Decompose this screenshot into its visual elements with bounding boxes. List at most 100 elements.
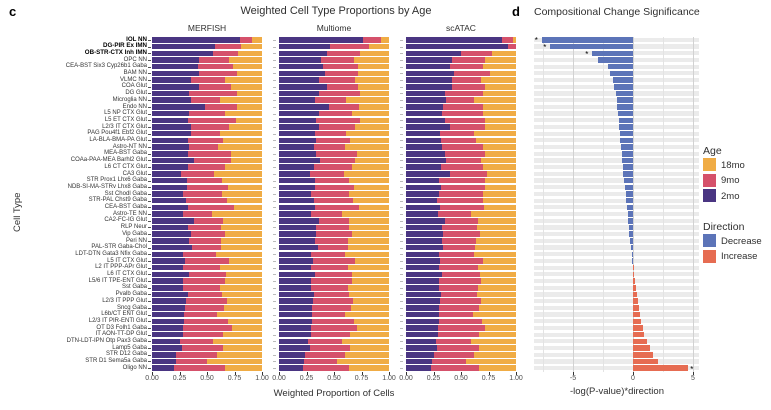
bar-segment-18mo bbox=[231, 151, 262, 157]
cell-type-label: OB-STR-CTX Inh IMN bbox=[84, 48, 147, 56]
bar-segment-9mo bbox=[318, 110, 352, 117]
bar-segment-2mo bbox=[279, 151, 317, 157]
y-axis-tick bbox=[148, 361, 151, 363]
stacked-bar bbox=[406, 318, 516, 324]
facet-y-tick bbox=[273, 281, 276, 283]
bar-segment-2mo bbox=[406, 130, 441, 137]
facet-y-tick bbox=[400, 147, 403, 149]
bar-segment-18mo bbox=[369, 43, 389, 50]
stacked-bar bbox=[406, 285, 516, 291]
bar-segment-2mo bbox=[279, 251, 311, 257]
bar-segment-2mo bbox=[152, 157, 194, 164]
stacked-bar bbox=[406, 37, 516, 43]
major-gridline bbox=[633, 36, 634, 372]
significance-bar bbox=[633, 318, 641, 324]
bar-segment-2mo bbox=[279, 224, 317, 231]
significance-bar bbox=[633, 305, 639, 311]
bar-segment-2mo bbox=[152, 144, 190, 150]
stacked-bar bbox=[406, 278, 516, 284]
bar-segment-9mo bbox=[185, 305, 224, 311]
bar-segment-18mo bbox=[241, 43, 262, 50]
facet-y-tick bbox=[273, 180, 276, 182]
facet-y-tick bbox=[273, 227, 276, 229]
bar-segment-18mo bbox=[348, 238, 389, 244]
legend-label-9mo: 9mo bbox=[721, 175, 740, 186]
bar-segment-18mo bbox=[346, 97, 389, 103]
y-axis-tick bbox=[148, 113, 151, 115]
cell-type-label: STR D1 Sema5a Gaba bbox=[85, 358, 147, 365]
facet-y-tick bbox=[273, 153, 276, 155]
stacked-bar bbox=[279, 204, 389, 211]
bar-segment-9mo bbox=[182, 278, 225, 284]
row-stripe bbox=[534, 252, 699, 257]
stacked-bar bbox=[406, 110, 516, 117]
cell-type-label: Endo NN bbox=[122, 103, 147, 110]
cell-type-label: Pvalb Gaba bbox=[115, 291, 147, 298]
y-axis-tick bbox=[148, 334, 151, 336]
bar-segment-2mo bbox=[279, 177, 316, 184]
bar-segment-9mo bbox=[439, 311, 474, 318]
stacked-bar bbox=[279, 104, 389, 110]
bar-segment-2mo bbox=[279, 197, 315, 204]
bar-segment-9mo bbox=[439, 318, 482, 324]
stacked-bar bbox=[279, 325, 389, 331]
bar-segment-18mo bbox=[357, 151, 389, 157]
cell-type-label: L5 IT CTX Glut bbox=[107, 257, 147, 264]
bar-segment-18mo bbox=[481, 318, 516, 324]
y-axis-tick bbox=[148, 140, 151, 142]
bar-segment-18mo bbox=[346, 130, 389, 137]
bar-segment-9mo bbox=[452, 57, 486, 63]
stacked-bar bbox=[279, 358, 389, 365]
x-tick-label: 0.75 bbox=[354, 375, 369, 382]
facet-y-tick bbox=[273, 294, 276, 296]
row-stripe bbox=[534, 104, 699, 109]
stacked-bar bbox=[152, 70, 262, 77]
bar-segment-18mo bbox=[224, 110, 262, 117]
bar-segment-2mo bbox=[152, 358, 177, 365]
cell-type-label: VLMC NN bbox=[119, 76, 147, 83]
bar-segment-9mo bbox=[437, 211, 471, 217]
y-axis-tick bbox=[148, 187, 151, 189]
bar-segment-18mo bbox=[477, 218, 516, 224]
stacked-bar bbox=[279, 298, 389, 304]
bar-segment-18mo bbox=[349, 218, 389, 224]
stacked-bar bbox=[406, 291, 516, 298]
stacked-bar bbox=[279, 258, 389, 264]
bar-segment-18mo bbox=[482, 110, 516, 117]
y-axis-tick bbox=[148, 147, 151, 149]
significance-bar bbox=[633, 352, 654, 358]
stacked-bar bbox=[152, 251, 262, 257]
cell-type-label: Oligo NN bbox=[122, 364, 147, 371]
row-stripe bbox=[534, 278, 699, 284]
facet-y-tick bbox=[273, 187, 276, 189]
stacked-bar bbox=[406, 338, 516, 345]
stacked-bar bbox=[406, 258, 516, 264]
bar-segment-2mo bbox=[406, 43, 509, 50]
stacked-bar bbox=[152, 184, 262, 190]
bar-segment-9mo bbox=[327, 84, 359, 90]
significance-bar bbox=[623, 171, 633, 177]
bar-segment-2mo bbox=[406, 325, 438, 331]
bar-segment-2mo bbox=[406, 90, 445, 97]
bar-segment-9mo bbox=[445, 157, 481, 164]
bar-segment-9mo bbox=[179, 338, 213, 345]
bar-segment-9mo bbox=[431, 365, 479, 371]
y-axis-tick bbox=[148, 348, 151, 350]
facet-y-tick bbox=[400, 361, 403, 363]
bar-segment-2mo bbox=[152, 117, 189, 123]
bar-segment-18mo bbox=[348, 244, 389, 251]
bar-segment-9mo bbox=[187, 184, 228, 190]
bar-segment-9mo bbox=[181, 345, 224, 351]
stacked-bar bbox=[406, 305, 516, 311]
bar-segment-18mo bbox=[341, 338, 389, 345]
significance-bar bbox=[633, 365, 689, 371]
facet-y-tick bbox=[400, 113, 403, 115]
panel-c-title: Weighted Cell Type Proportions by Age bbox=[240, 5, 432, 17]
bar-segment-2mo bbox=[406, 352, 434, 358]
bar-segment-9mo bbox=[189, 238, 222, 244]
row-stripe bbox=[534, 319, 699, 324]
bar-segment-9mo bbox=[443, 244, 476, 251]
cell-type-label: Microglia NN bbox=[112, 96, 147, 103]
bar-segment-2mo bbox=[406, 137, 442, 144]
